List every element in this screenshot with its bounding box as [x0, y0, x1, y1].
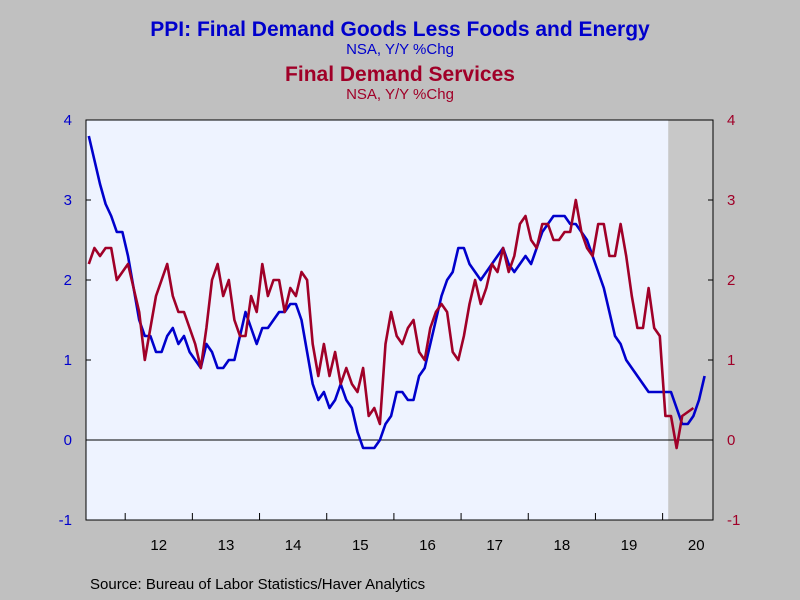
y-tick-label-left: 0: [64, 432, 72, 449]
x-tick-label: 13: [218, 537, 235, 554]
chart-title-services: Final Demand Services: [285, 63, 515, 86]
y-tick-label-right: 2: [727, 272, 735, 289]
x-tick-label: 15: [352, 537, 369, 554]
x-tick-label: 12: [150, 537, 167, 554]
chart-subtitle-goods: NSA, Y/Y %Chg: [346, 41, 454, 58]
services-series-line: [87, 198, 695, 450]
source-note: Source: Bureau of Labor Statistics/Haver…: [90, 576, 426, 593]
x-tick-label: 17: [486, 537, 503, 554]
plot-area: [86, 120, 713, 520]
y-tick-label-left: -1: [59, 512, 72, 529]
y-tick-label-right: 0: [727, 432, 735, 449]
x-tick-label: 14: [285, 537, 302, 554]
y-tick-label-right: 1: [727, 352, 735, 369]
chart-title-goods: PPI: Final Demand Goods Less Foods and E…: [150, 18, 650, 41]
y-tick-label-right: -1: [727, 512, 740, 529]
goods-series-line: [87, 135, 706, 450]
x-tick-label: 18: [554, 537, 571, 554]
series-group: [87, 135, 706, 450]
shaded-period: [668, 120, 713, 520]
y-tick-label-left: 2: [64, 272, 72, 289]
axes-group: 4 3 2 1 0 -1 4 3 2 1 0 -1 12 13 14 15 16 17 18 19 20: [59, 112, 741, 554]
y-tick-label-right: 3: [727, 192, 735, 209]
y-tick-label-right: 4: [727, 112, 735, 129]
x-tick-label: 16: [419, 537, 436, 554]
plot-frame: [85, 119, 714, 521]
x-tick-label: 19: [621, 537, 638, 554]
x-tick-label: 20: [688, 537, 705, 554]
y-tick-label-left: 4: [64, 112, 72, 129]
y-tick-label-left: 1: [64, 352, 72, 369]
chart-subtitle-services: NSA, Y/Y %Chg: [346, 86, 454, 103]
y-tick-label-left: 3: [64, 192, 72, 209]
